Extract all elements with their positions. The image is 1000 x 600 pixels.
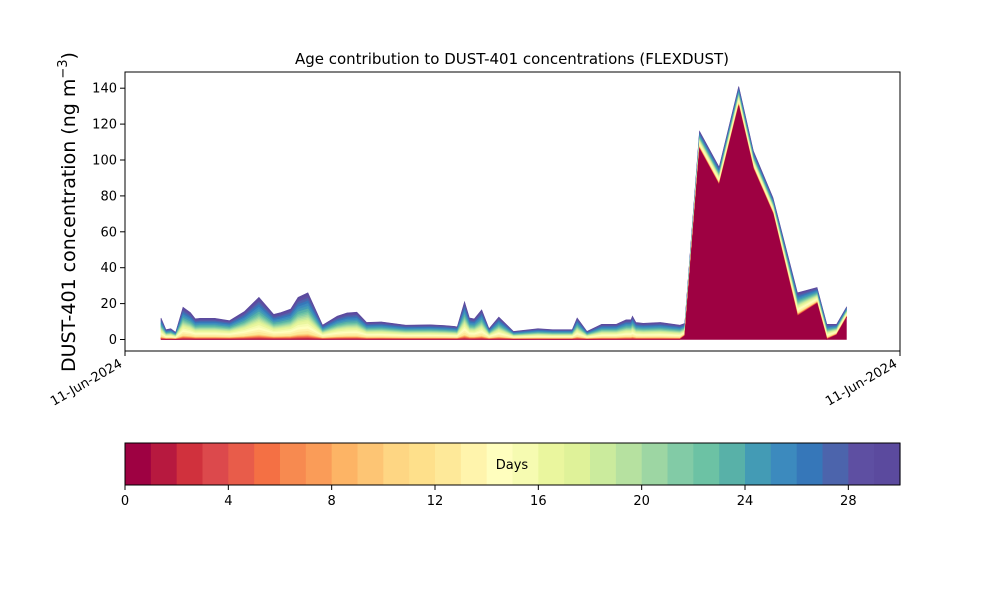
colorbar-label: Days [496,458,529,473]
plot-frame [124,71,901,352]
colorbar-frame [124,442,901,486]
colorbar-segment [667,443,694,485]
colorbar-segment [512,443,539,485]
colorbar-segment [538,443,565,485]
colorbar-segment [874,443,901,485]
colorbar-segment [486,443,514,485]
colorbar-segment [409,443,436,485]
colorbar-segment [460,443,488,485]
colorbar-tick-label: 4 [224,494,232,509]
colorbar-segment [357,443,384,485]
y-axis: 0 20 40 60 80 100 120 140 [92,82,125,348]
colorbar-segment [770,443,798,485]
colorbar-tick-label: 0 [121,494,129,509]
colorbar-segment [848,443,875,485]
chart-title: Age contribution to DUST-401 concentrati… [295,50,729,68]
colorbar-tick-label: 8 [328,494,336,509]
colorbar-tick-label: 28 [840,494,857,509]
colorbar-tick-label: 20 [633,494,650,509]
colorbar-segment [331,443,359,485]
age-layer-area [161,106,847,340]
y-tick-label: 20 [100,297,117,312]
colorbar-tick-label: 12 [427,494,444,509]
colorbar-segment [383,443,410,485]
colorbar-segment [150,443,178,485]
colorbar-segment [641,443,669,485]
colorbar-segment [254,443,281,485]
colorbar-segment [305,443,333,485]
stacked-age-areas [160,86,847,340]
y-tick-label: 80 [100,189,117,204]
y-axis-label: DUST-401 concentration (ng m−3) [56,52,80,372]
y-axis-label-close: ) [58,52,80,59]
y-tick-label: 0 [109,333,117,348]
y-tick-label: 140 [92,82,117,97]
colorbar-segment [822,443,849,485]
y-tick-label: 60 [100,225,117,240]
colorbar-tick-label: 24 [737,494,754,509]
colorbar-segment [228,443,255,485]
colorbar-segment [176,443,204,485]
colorbar-segment [615,443,643,485]
colorbar-segment [719,443,746,485]
colorbar-ticks: 0 4 8 12 16 20 24 28 [121,485,857,509]
colorbar-segment [280,443,307,485]
x-tick-label-right: 11-Jun-2024 [823,356,900,409]
colorbar-segment [564,443,591,485]
y-axis-label-main: DUST-401 concentration (ng m [58,79,80,372]
colorbar-segment [202,443,229,485]
colorbar-segment [745,443,772,485]
colorbar [125,443,901,485]
y-tick-label: 100 [92,154,117,169]
colorbar-tick-label: 16 [530,494,547,509]
colorbar-segment [125,443,152,485]
y-tick-label: 40 [100,261,117,276]
y-tick-label: 120 [92,118,117,133]
colorbar-segment [693,443,720,485]
colorbar-segment [796,443,824,485]
colorbar-segment [590,443,617,485]
y-axis-label-superscript: −3 [56,59,71,78]
colorbar-segment [435,443,462,485]
